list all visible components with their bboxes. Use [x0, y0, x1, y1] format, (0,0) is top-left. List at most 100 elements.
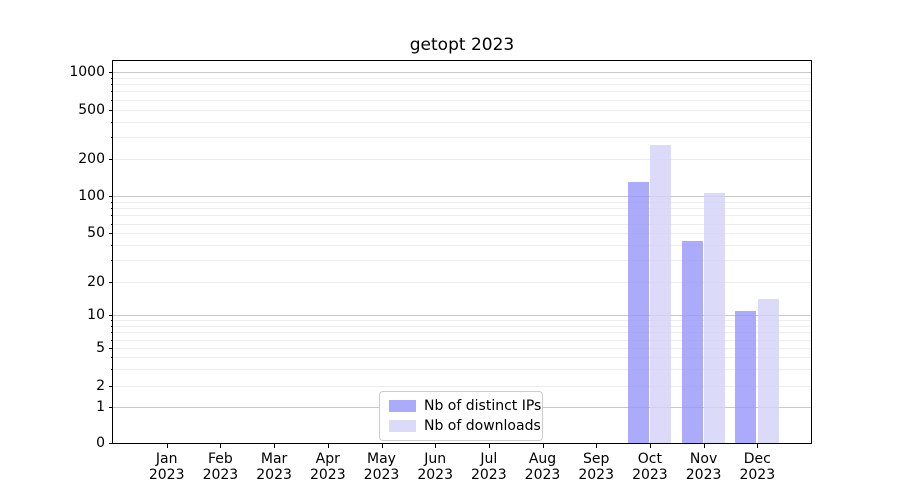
legend-label-distinct-ips: Nb of distinct IPs — [424, 398, 542, 414]
y-minor-tick-mark — [111, 369, 113, 371]
bar-downloads-oct — [650, 144, 672, 443]
minor-gridline — [113, 332, 811, 334]
y-minor-tick-mark — [111, 320, 113, 322]
minor-gridline — [113, 325, 811, 327]
y-tick-label: 2 — [96, 377, 105, 394]
bar-distinct-ips-dec — [735, 310, 757, 443]
minor-gridline — [113, 91, 811, 93]
x-tick-mark — [703, 444, 705, 448]
y-minor-tick-mark — [111, 137, 113, 139]
y-tick-label: 0 — [96, 435, 105, 451]
x-tick-mark — [327, 444, 329, 448]
minor-gridline — [113, 357, 811, 359]
x-tick-year: 2023 — [685, 467, 722, 483]
minor-gridline — [113, 339, 811, 341]
y-minor-tick-mark — [111, 339, 113, 341]
y-minor-tick-mark — [111, 223, 113, 225]
x-tick-label: Sep 2023 — [564, 451, 628, 483]
y-tick-label: 500 — [78, 101, 105, 118]
y-tick-label: 10 — [87, 307, 105, 324]
y-tick-mark — [109, 281, 113, 283]
bar-distinct-ips-nov — [681, 241, 703, 443]
minor-gridline — [113, 215, 811, 217]
x-tick-label: Aug 2023 — [511, 451, 575, 483]
major-gridline — [113, 315, 811, 317]
x-tick-mark — [220, 444, 222, 448]
x-tick-mark — [435, 444, 437, 448]
x-tick-year: 2023 — [632, 467, 668, 483]
y-tick-mark — [109, 196, 113, 197]
x-tick-year: 2023 — [578, 467, 614, 483]
minor-gridline — [113, 233, 811, 235]
y-tick-mark — [109, 72, 113, 73]
x-tick-mark — [381, 444, 383, 448]
y-tick-label: 1000 — [69, 64, 105, 80]
x-tick-year: 2023 — [739, 467, 776, 483]
major-gridline — [113, 196, 811, 197]
legend-label-downloads: Nb of downloads — [424, 418, 541, 434]
minor-gridline — [113, 208, 811, 209]
x-tick-year: 2023 — [148, 467, 185, 483]
y-tick-mark — [109, 233, 113, 235]
y-tick-label: 20 — [87, 273, 105, 290]
y-minor-tick-mark — [111, 99, 113, 101]
major-gridline — [113, 72, 811, 73]
y-minor-tick-mark — [111, 208, 113, 209]
minor-gridline — [113, 121, 811, 123]
x-tick-year: 2023 — [417, 467, 453, 483]
y-tick-mark — [109, 315, 113, 317]
x-tick-label: Dec 2023 — [725, 451, 789, 483]
x-tick-year: 2023 — [524, 467, 561, 483]
minor-gridline — [113, 137, 811, 139]
x-tick-label: Nov 2023 — [672, 451, 736, 483]
x-tick-mark — [488, 444, 490, 448]
y-tick-label: 200 — [78, 151, 105, 167]
minor-gridline — [113, 260, 811, 262]
x-tick-mark — [757, 444, 759, 448]
y-minor-tick-mark — [111, 77, 113, 79]
x-tick-mark — [274, 444, 276, 448]
y-tick-mark — [109, 159, 113, 160]
x-tick-mark — [166, 444, 168, 448]
y-tick-mark — [109, 407, 113, 409]
x-tick-label: Jul 2023 — [457, 451, 521, 483]
y-minor-tick-mark — [111, 91, 113, 93]
legend: Nb of distinct IPs Nb of downloads — [379, 391, 543, 441]
legend-item-downloads: Nb of downloads — [389, 418, 541, 434]
y-tick-label: 50 — [87, 225, 105, 242]
y-minor-tick-mark — [111, 332, 113, 334]
y-minor-tick-mark — [111, 357, 113, 359]
y-tick-label: 5 — [96, 340, 105, 357]
bar-distinct-ips-oct — [627, 182, 649, 443]
y-tick-mark — [109, 109, 113, 111]
minor-gridline — [113, 109, 811, 111]
x-tick-label: Jun 2023 — [403, 451, 467, 483]
x-tick-year: 2023 — [363, 467, 400, 483]
y-tick-label: 100 — [78, 188, 105, 204]
y-minor-tick-mark — [111, 121, 113, 123]
minor-gridline — [113, 223, 811, 225]
legend-item-distinct-ips: Nb of distinct IPs — [389, 398, 541, 414]
legend-swatch-distinct-ips — [389, 400, 416, 412]
x-tick-mark — [542, 444, 544, 448]
x-tick-year: 2023 — [470, 467, 507, 483]
x-tick-mark — [596, 444, 598, 448]
x-tick-label: Jan 2023 — [135, 451, 199, 483]
y-minor-tick-mark — [111, 84, 113, 86]
y-minor-tick-mark — [111, 260, 113, 262]
minor-gridline — [113, 99, 811, 101]
chart-title: getopt 2023 — [409, 35, 515, 55]
y-minor-tick-mark — [111, 215, 113, 217]
y-tick-mark — [109, 443, 113, 444]
x-tick-year: 2023 — [202, 467, 239, 483]
minor-gridline — [113, 245, 811, 247]
x-tick-label: Apr 2023 — [296, 451, 360, 483]
x-tick-label: Feb 2023 — [188, 451, 252, 483]
x-tick-label: Mar 2023 — [242, 451, 306, 483]
y-minor-tick-mark — [111, 201, 113, 203]
minor-gridline — [113, 348, 811, 350]
minor-gridline — [113, 84, 811, 86]
minor-gridline — [113, 385, 811, 387]
x-tick-year: 2023 — [256, 467, 292, 483]
y-minor-tick-mark — [111, 245, 113, 247]
